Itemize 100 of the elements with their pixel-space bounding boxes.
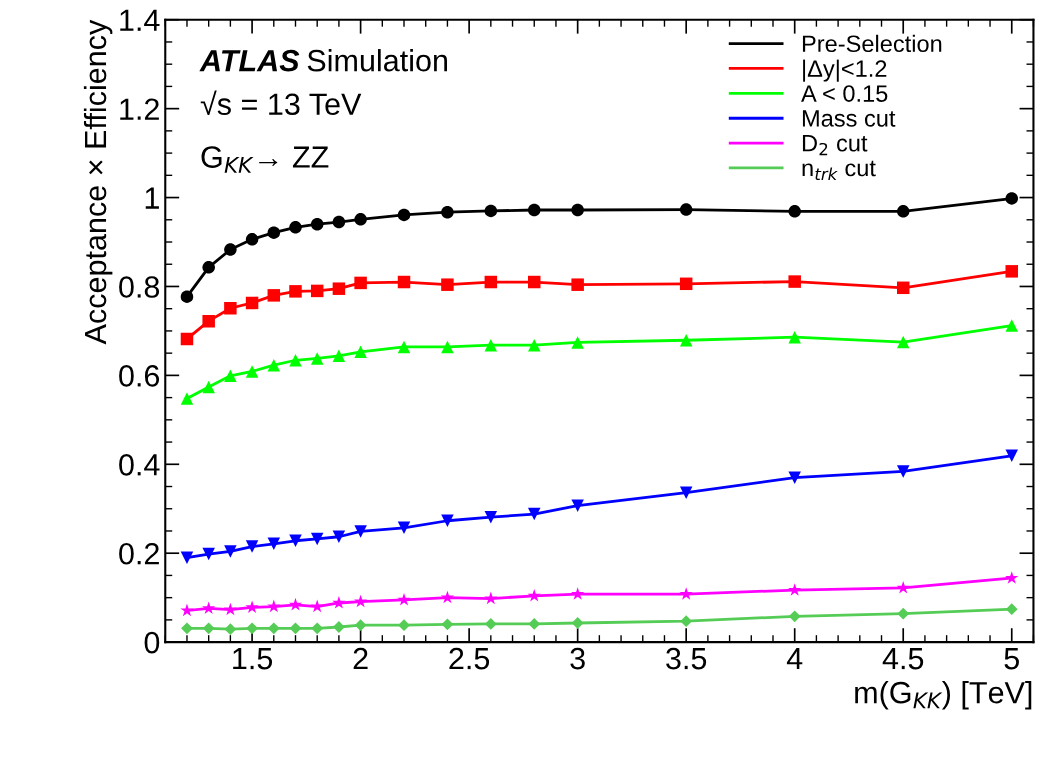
y-tick-label: 1.4 (120, 9, 160, 31)
point (354, 525, 367, 538)
point (246, 622, 258, 635)
point (527, 588, 541, 602)
point (484, 204, 498, 218)
point (788, 583, 802, 596)
x-tick-label: 4 (786, 648, 803, 670)
x-tick-label: 1.5 (233, 648, 273, 670)
point (288, 597, 303, 611)
point (441, 205, 454, 219)
point (289, 221, 302, 234)
legend-label: n$_{trk}$ cut (802, 160, 876, 180)
y-tick-label: 0.4 (119, 454, 160, 476)
point (441, 340, 454, 354)
x-tick-label: 4.5 (882, 648, 924, 670)
point (289, 354, 302, 367)
point (245, 296, 259, 310)
y-tick-label: 0.2 (119, 542, 159, 565)
point (267, 537, 281, 551)
point (896, 465, 910, 478)
point (332, 530, 346, 543)
point (202, 622, 215, 635)
point (202, 314, 215, 328)
point (527, 507, 541, 521)
annotation: G$_{KK}$→ ZZ (201, 146, 329, 173)
point (484, 591, 498, 605)
point (332, 596, 346, 609)
point (267, 226, 281, 239)
point (397, 592, 411, 606)
point (310, 284, 324, 298)
point (484, 338, 498, 352)
legend-label: |Δy|<1.2 (803, 59, 887, 82)
point (441, 618, 454, 631)
annotation: √s = 13 TeV (200, 90, 362, 116)
point (679, 277, 693, 291)
point (267, 599, 281, 613)
point (289, 534, 302, 548)
x-tick-label: 5 (1004, 648, 1019, 670)
point (332, 349, 346, 363)
point (202, 261, 215, 274)
y-tick-label: 0.8 (119, 276, 160, 298)
point (245, 600, 259, 614)
point (224, 545, 237, 558)
point (788, 205, 801, 218)
point (484, 275, 498, 289)
point (310, 217, 324, 231)
point (679, 587, 693, 600)
point (180, 551, 194, 564)
point (680, 615, 693, 628)
point (310, 352, 324, 365)
point (224, 302, 237, 315)
point (310, 532, 324, 546)
point (202, 601, 216, 614)
point (333, 621, 345, 633)
point (896, 205, 910, 218)
point (354, 213, 367, 226)
point (289, 285, 302, 298)
y-tick-label: 1 (145, 187, 159, 209)
point (332, 282, 346, 295)
y-tick-label: 0 (144, 631, 160, 654)
point (1005, 319, 1018, 332)
point (397, 340, 411, 354)
point (354, 345, 367, 359)
point (202, 380, 215, 394)
legend-label: A < 0.15 (801, 85, 888, 102)
point (332, 215, 346, 229)
point (398, 619, 410, 632)
point (788, 471, 801, 484)
point (896, 580, 910, 594)
point (397, 275, 411, 289)
point (311, 622, 324, 635)
point (1005, 571, 1019, 584)
point (202, 547, 215, 561)
point (180, 290, 194, 303)
point (224, 623, 237, 636)
point (245, 365, 259, 378)
point (1005, 449, 1018, 463)
y-tick-label: 1.2 (120, 98, 159, 120)
legend-label: Pre-Selection (802, 34, 942, 53)
point (527, 203, 541, 217)
point (441, 514, 454, 527)
point (571, 336, 584, 349)
point (354, 276, 367, 290)
point (180, 603, 194, 617)
point (1005, 192, 1018, 205)
point (896, 281, 910, 295)
point (181, 622, 193, 635)
point (679, 203, 693, 216)
annotation: ATLAS Simulation (199, 49, 447, 72)
point (224, 243, 237, 256)
point (679, 334, 693, 347)
point (679, 486, 693, 499)
point (571, 278, 584, 291)
point (1005, 265, 1018, 278)
x-axis-title: m(G$_{KK}$) [TeV] (855, 681, 1032, 710)
point (267, 289, 281, 302)
point (245, 540, 259, 553)
y-axis-title: Acceptance × Efficiency (83, 19, 113, 345)
point (224, 369, 237, 383)
point (484, 510, 498, 524)
